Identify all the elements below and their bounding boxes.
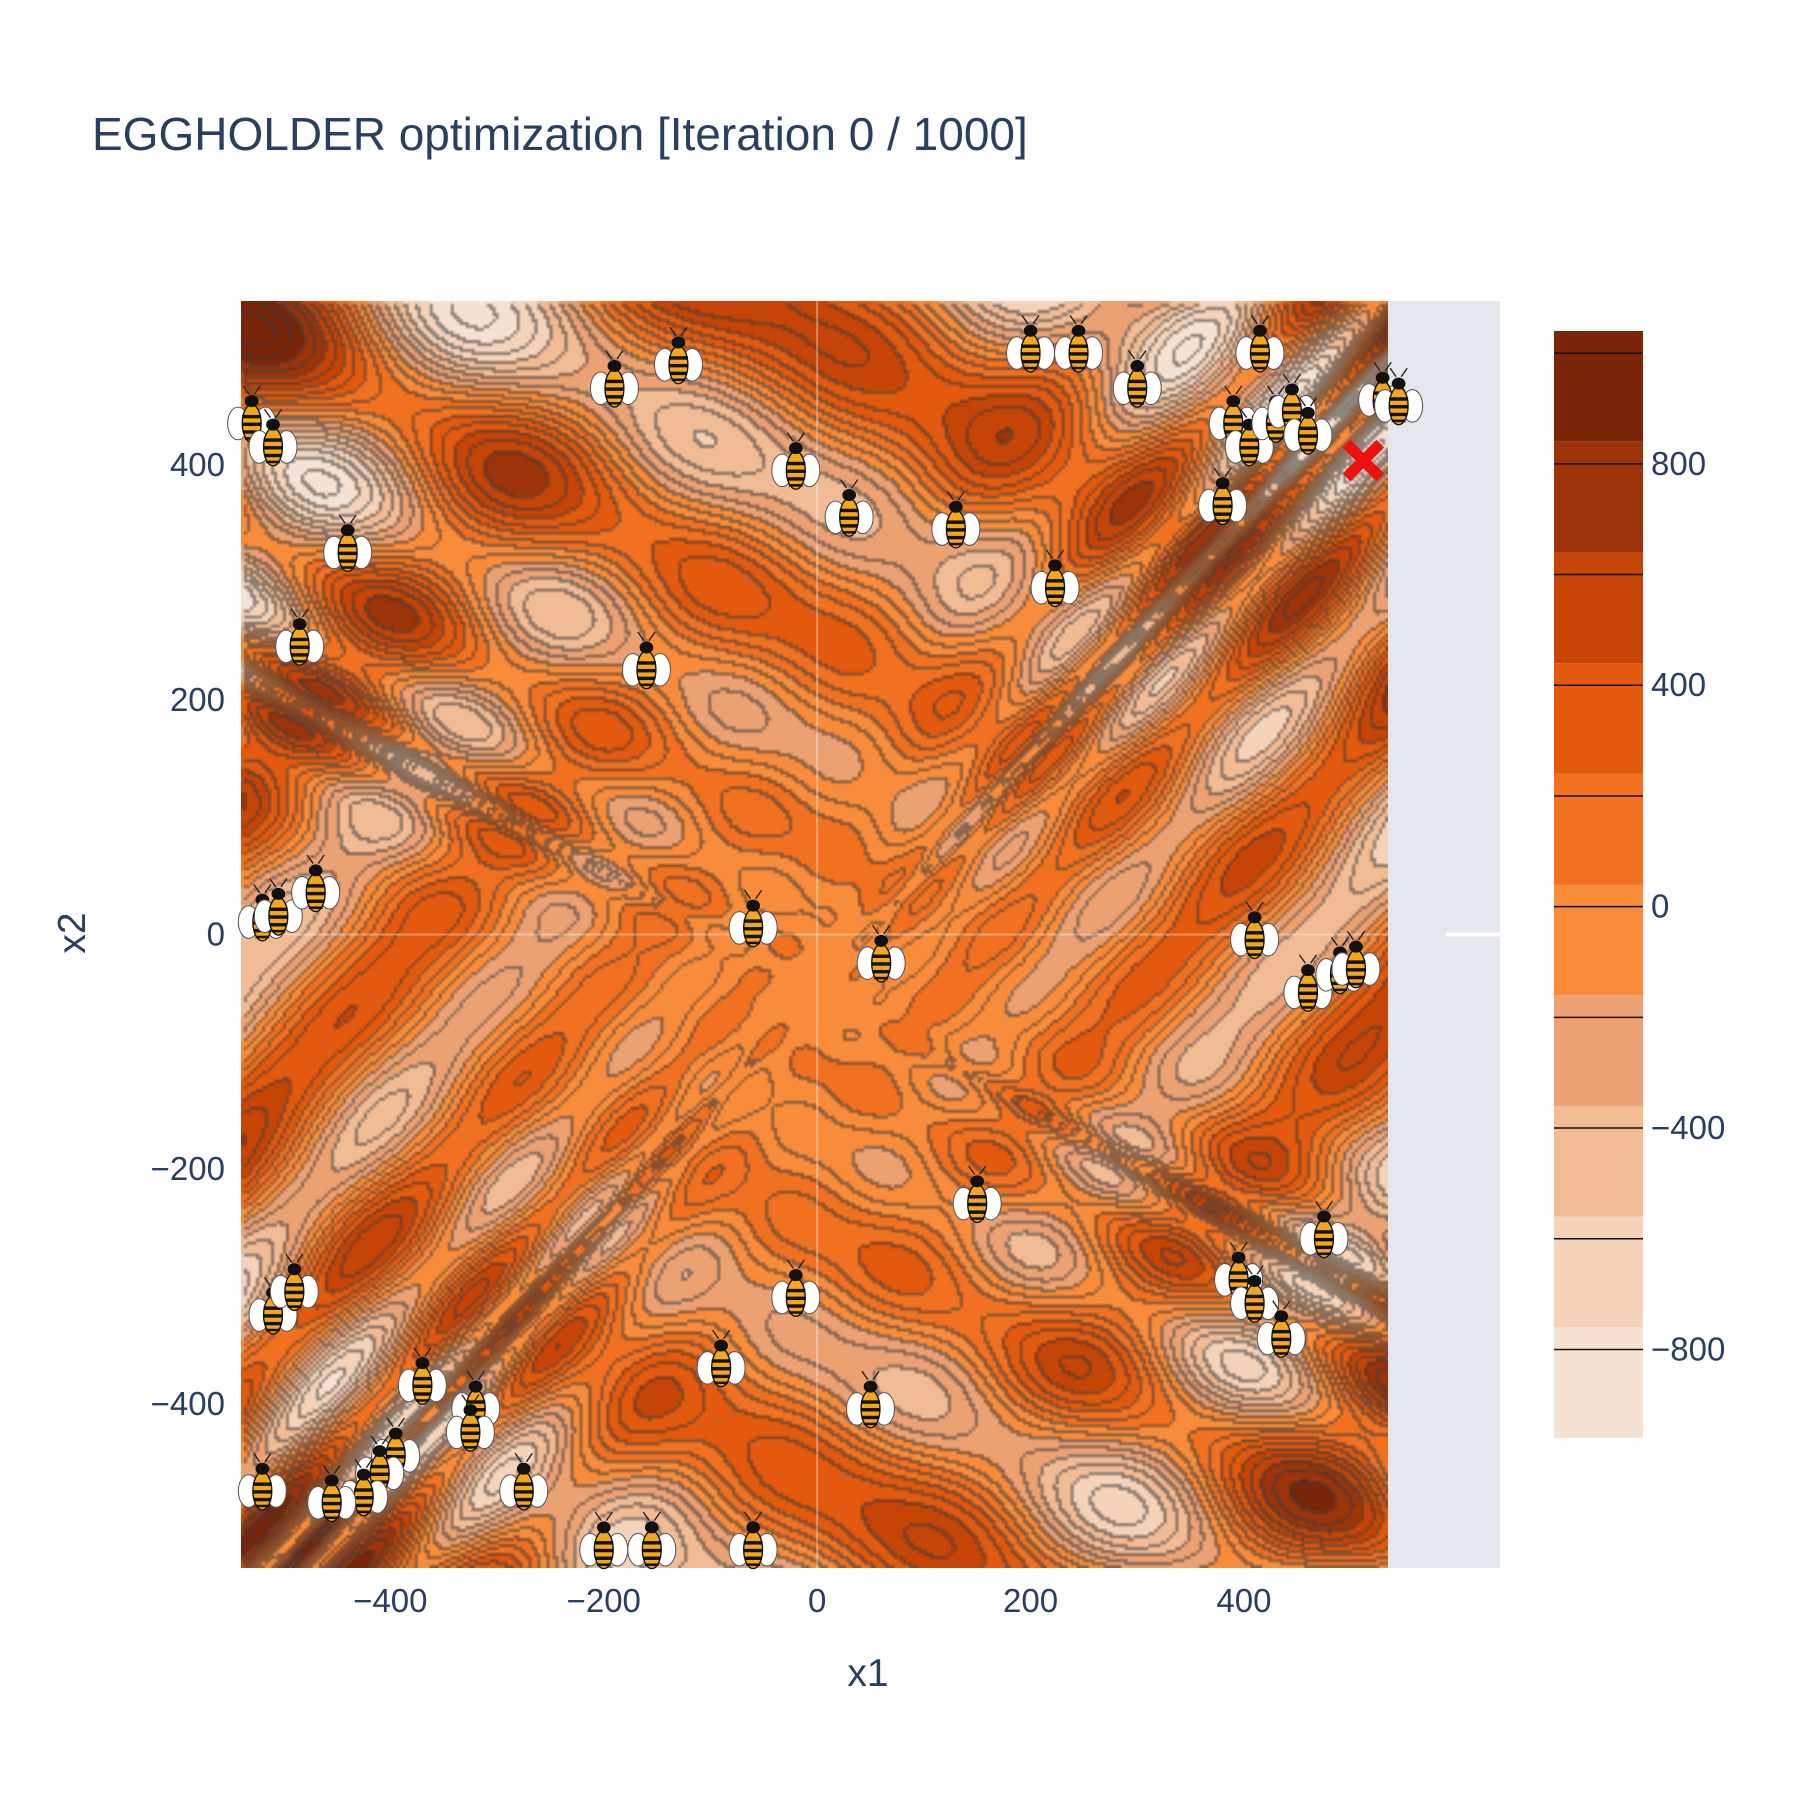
contour-image [241,301,1388,1568]
colorbar-band [1554,884,1643,996]
colorbar-tick-label: 0 [1651,888,1669,925]
colorbar-band [1554,552,1643,664]
close-icon [1342,439,1385,482]
colorbar-tick-label: −400 [1651,1109,1725,1146]
colorbar-tick-label: 800 [1651,445,1706,482]
colorbar-tick-label: −800 [1651,1330,1725,1367]
colorbar-band [1554,1216,1643,1328]
chart-title: EGGHOLDER optimization [Iteration 0 / 10… [92,108,1028,160]
colorbar-band [1554,773,1643,885]
x-axis: −400 −200 0 200 400 [353,1582,1271,1619]
x-tick-label: 0 [808,1582,826,1619]
y-tick-label: −200 [151,1150,225,1187]
x-axis-title: x1 [847,1652,888,1695]
y-tick-label: 0 [207,916,225,953]
y-tick-label: 200 [170,681,225,718]
y-axis: −400 −200 0 200 400 [151,446,225,1422]
y-tick-label: 400 [170,446,225,483]
contour-fill [241,301,1388,1568]
colorbar-band [1554,1327,1643,1438]
y-tick-label: −400 [151,1385,225,1422]
colorbar-band [1554,1105,1643,1217]
best-marker [1342,439,1385,482]
x-tick-label: 200 [1003,1582,1058,1619]
colorbar-band [1554,995,1643,1106]
colorbar-band [1554,441,1643,553]
x-tick-label: −200 [567,1582,641,1619]
colorbar-band [1554,331,1643,442]
colorbar-tick-label: 400 [1651,666,1706,703]
colorbar-band [1554,663,1643,774]
x-tick-label: −400 [353,1582,427,1619]
x-tick-label: 400 [1216,1582,1271,1619]
colorbar: −800 −400 0 400 800 [1554,331,1725,1438]
y-axis-title: x2 [51,912,94,953]
zero-lines [241,301,1388,1568]
